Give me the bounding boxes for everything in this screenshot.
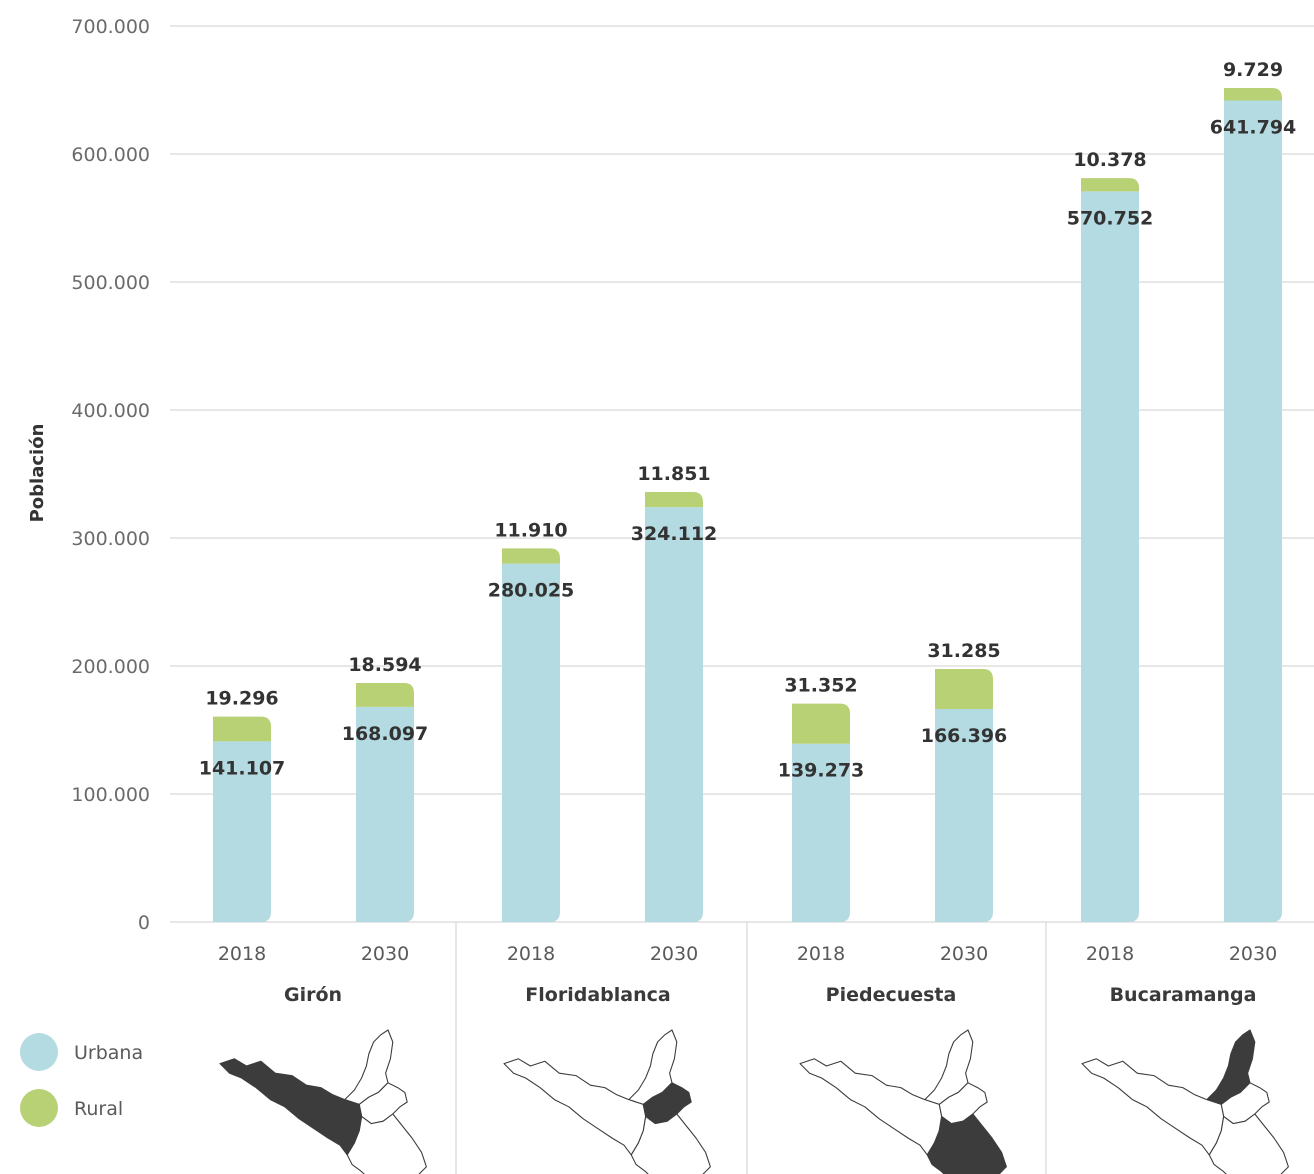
bucaramanga-map-icon [1081,1029,1289,1174]
map-region [1208,1113,1289,1174]
data-label-rural: 31.352 [784,675,857,697]
map-region [346,1113,427,1174]
x-tick-label-year: 2030 [361,943,409,965]
value-labels: 19.296 141.107 18.594 168.097 11.910 280.025 1… [199,59,1297,782]
group-maps [219,1029,1289,1174]
map-region [926,1113,1007,1174]
x-tick-label-year: 2030 [940,943,988,965]
bar-urbana [1081,191,1139,922]
data-label-urbana: 324.112 [631,523,718,545]
data-label-urbana: 166.396 [921,725,1008,747]
bar-rural [502,548,560,564]
bar-urbana [792,743,850,922]
map-region [799,1058,943,1156]
data-label-urbana: 570.752 [1067,207,1154,229]
x-group-label: Piedecuesta [826,984,957,1006]
bars [213,88,1282,923]
floridablanca-map-icon [503,1029,711,1174]
y-tick-label: 200.000 [71,656,150,678]
data-label-urbana: 141.107 [199,757,286,779]
x-tick-label-year: 2018 [507,943,555,965]
legend-label-rural: Rural [74,1098,123,1120]
y-tick-label: 600.000 [71,144,150,166]
bar-urbana [935,709,993,922]
legend-swatch-rural [20,1089,58,1127]
x-group-label: Girón [284,984,342,1006]
x-axis: 2018 2030 Girón 2018 2030 Floridablanca 2018 20… [218,922,1277,1174]
data-label-rural: 9.729 [1223,59,1283,81]
data-label-urbana: 168.097 [342,723,429,745]
data-label-rural: 19.296 [205,688,278,710]
map-region [630,1113,711,1174]
bar-urbana [213,741,271,922]
map-region [219,1058,363,1156]
data-label-urbana: 280.025 [488,580,575,602]
y-tick-label: 0 [138,912,150,934]
bar-rural [645,491,703,508]
bar-rural [935,668,993,710]
x-tick-label-year: 2018 [1086,943,1134,965]
data-label-rural: 31.285 [927,640,1000,662]
x-group-label: Bucaramanga [1110,984,1257,1006]
piedecuesta-map-icon [799,1029,1007,1174]
bar-urbana [645,507,703,922]
map-region [503,1058,647,1156]
bar-rural [1081,178,1139,192]
x-tick-label-year: 2018 [797,943,845,965]
y-axis-label: Población [27,424,48,523]
y-tick-label: 500.000 [71,272,150,294]
bar-urbana [502,563,560,922]
bar-rural [356,683,414,707]
y-tick-label: 100.000 [71,784,150,806]
data-label-rural: 11.851 [637,463,710,485]
data-label-urbana: 641.794 [1210,117,1297,139]
data-label-rural: 10.378 [1073,149,1146,171]
legend-swatch-urbana [20,1033,58,1071]
legend-label-urbana: Urbana [74,1042,143,1064]
y-tick-label: 300.000 [71,528,150,550]
y-tick-label: 700.000 [71,16,150,38]
map-region [1081,1058,1225,1156]
giron-map-icon [219,1029,427,1174]
data-label-rural: 18.594 [348,654,421,676]
data-label-urbana: 139.273 [778,760,865,782]
x-group-label: Floridablanca [525,984,670,1006]
x-tick-label-year: 2030 [650,943,698,965]
bar-rural [1224,88,1282,101]
x-tick-label-year: 2018 [218,943,266,965]
bar-urbana [356,706,414,922]
bar-urbana [1224,100,1282,923]
bar-rural [792,703,850,744]
y-axis-ticks: 0 100.000 200.000 300.000 400.000 500.000 600.… [71,16,150,934]
x-tick-label-year: 2030 [1229,943,1277,965]
legend: Urbana Rural [20,1033,143,1127]
y-tick-label: 400.000 [71,400,150,422]
data-label-rural: 11.910 [494,519,567,541]
bar-rural [213,716,271,742]
